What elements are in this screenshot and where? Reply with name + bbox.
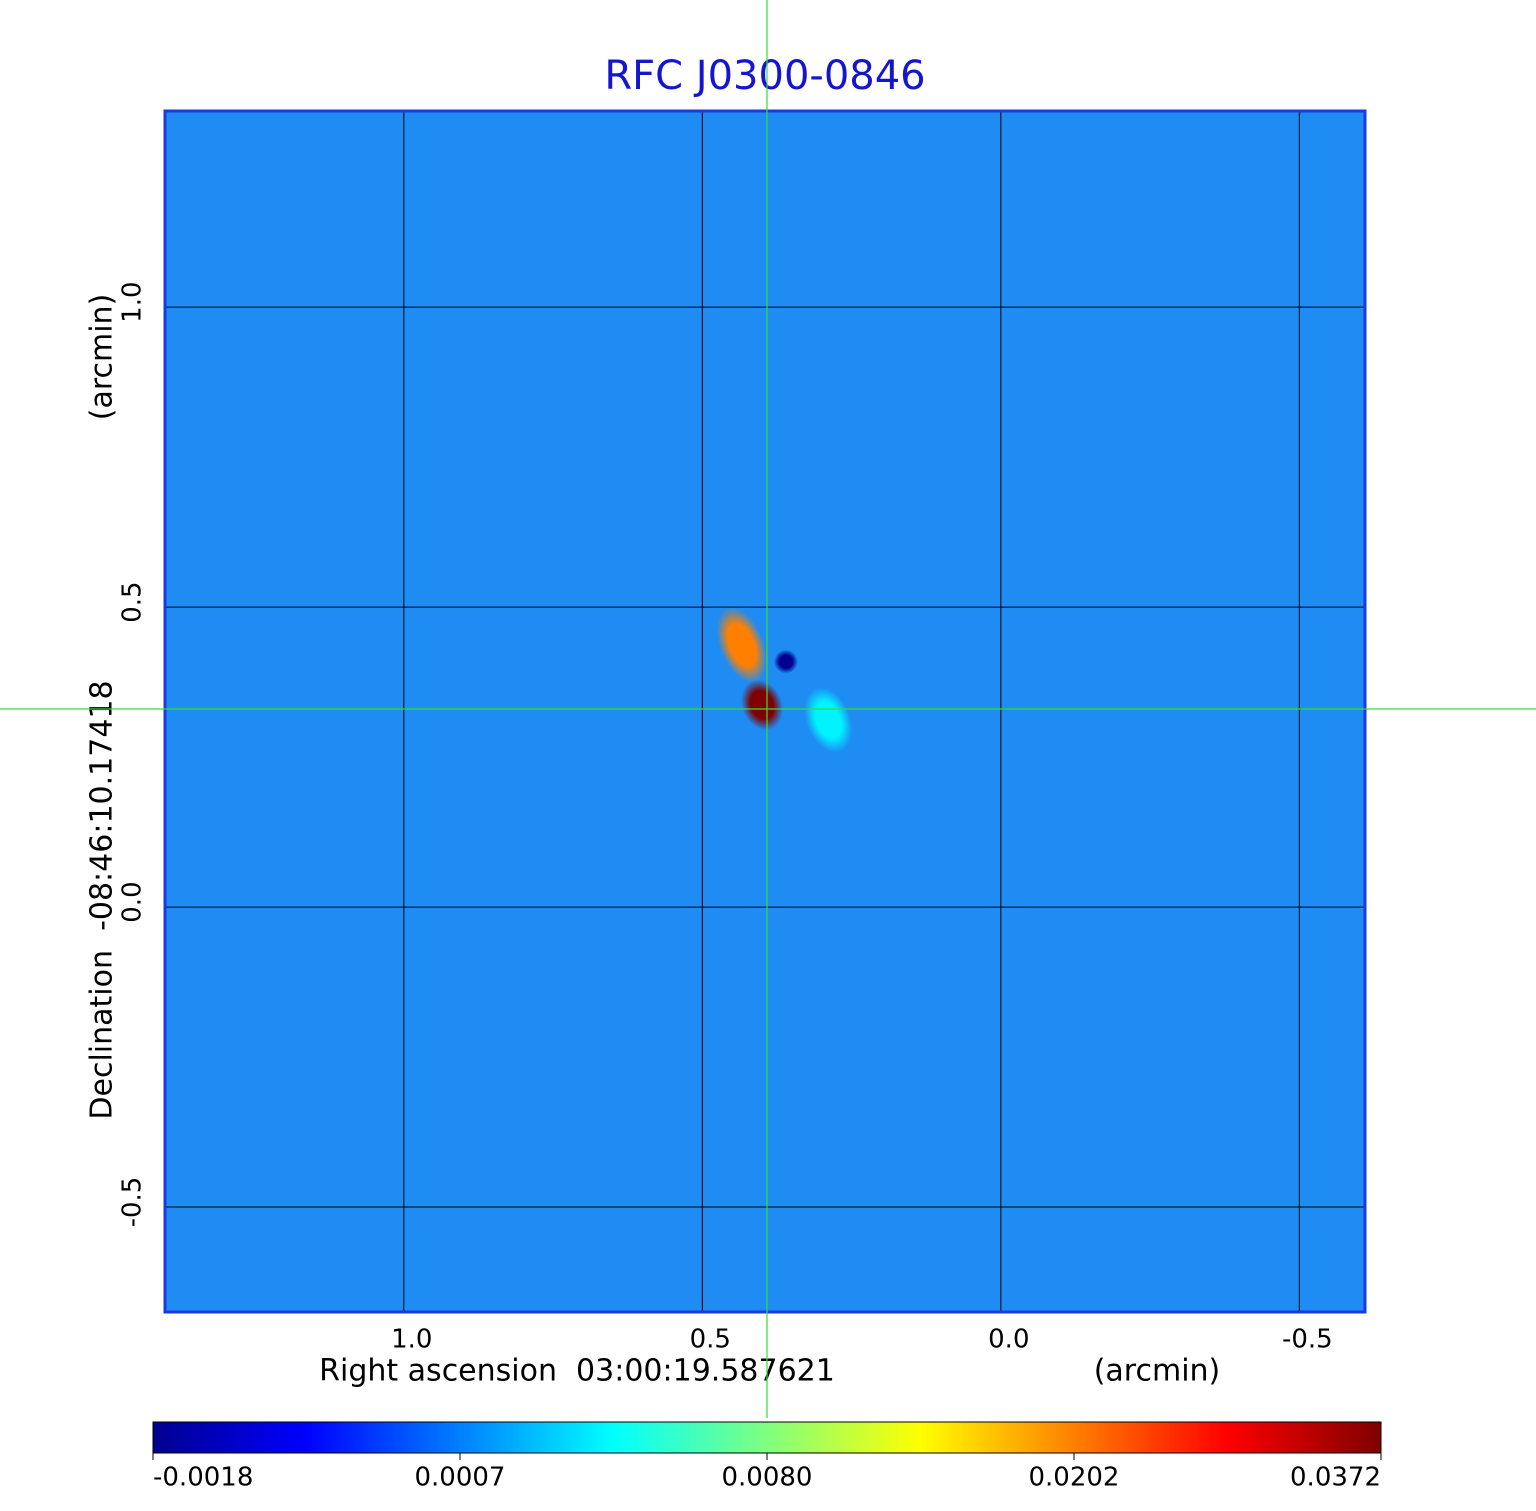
x-tick-label: 1.0 — [391, 1325, 432, 1355]
x-tick-label: 0.5 — [690, 1325, 731, 1355]
x-tick-label: 0.0 — [988, 1325, 1029, 1355]
plot-frame — [163, 109, 1367, 1314]
x-axis-label: Right ascension 03:00:19.587621 — [319, 1354, 835, 1389]
y-tick-label: 1.0 — [118, 281, 148, 322]
colorbar-tick-label: 0.0080 — [722, 1463, 813, 1493]
y-axis-unit: (arcmin) — [85, 294, 120, 421]
colorbar — [152, 1421, 1382, 1454]
y-tick-label: 0.5 — [118, 581, 148, 622]
grid — [165, 111, 1365, 1312]
colorbar-tick-label: 0.0202 — [1029, 1463, 1120, 1493]
x-axis-unit: (arcmin) — [1094, 1354, 1221, 1389]
chart-title: RFC J0300-0846 — [604, 53, 925, 99]
colorbar-tick-label: 0.0007 — [415, 1463, 506, 1493]
source-feature — [773, 649, 798, 674]
x-tick-label: -0.5 — [1282, 1325, 1333, 1355]
y-tick-label: -0.5 — [118, 1177, 148, 1228]
y-axis-label: Declination -08:46:10.17418 — [85, 680, 120, 1119]
source-feature — [804, 687, 853, 753]
colorbar-tick-label: -0.0018 — [153, 1463, 253, 1493]
source-feature — [741, 679, 783, 731]
source-feature — [716, 606, 768, 683]
image-layer — [716, 606, 853, 753]
colorbar-ticks: -0.0018 0.0007 0.0080 0.0202 0.0372 — [152, 1453, 1382, 1493]
y-tick-label: 0.0 — [118, 881, 148, 922]
colorbar-tick-label: 0.0372 — [1290, 1463, 1381, 1493]
